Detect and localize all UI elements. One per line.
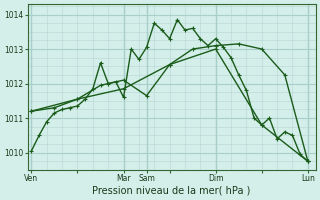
X-axis label: Pression niveau de la mer( hPa ): Pression niveau de la mer( hPa ) [92, 186, 251, 196]
